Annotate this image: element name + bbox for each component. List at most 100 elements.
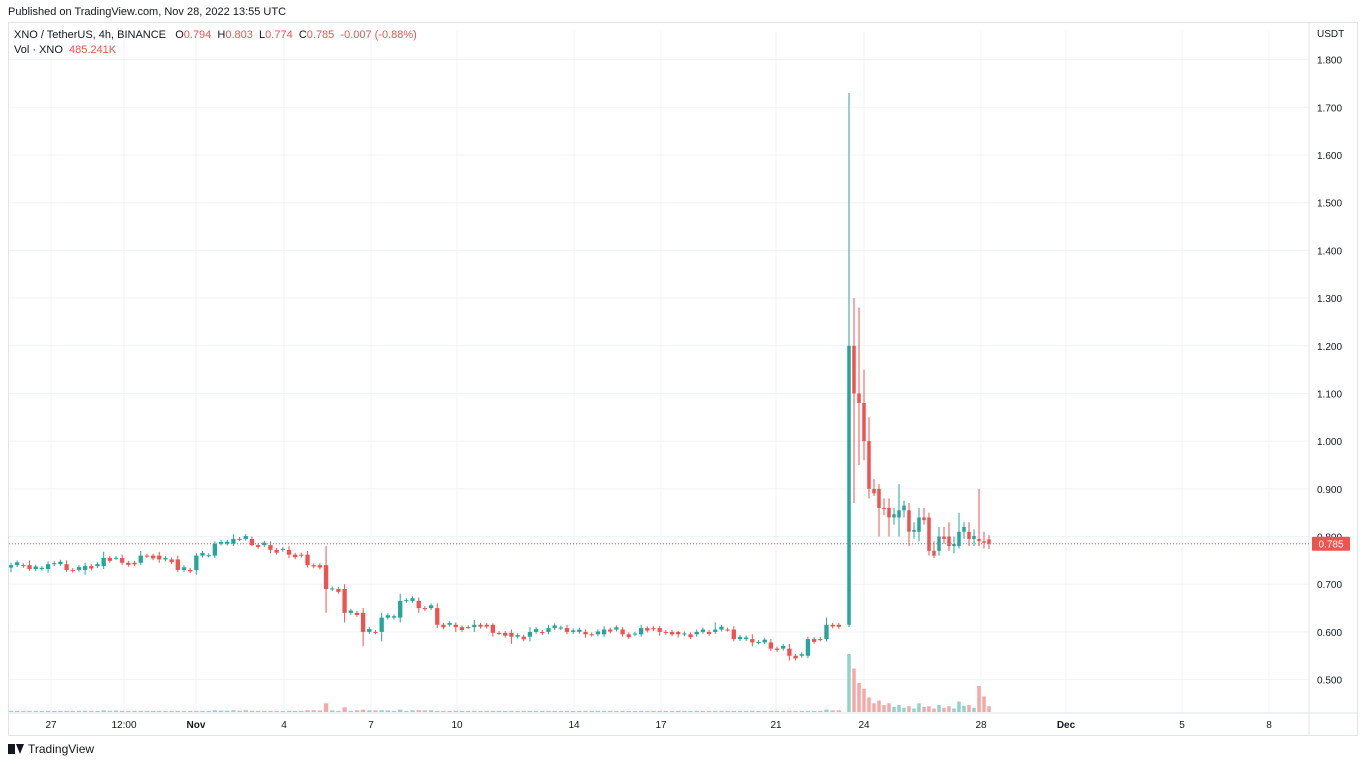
- volume-bar: [768, 710, 774, 712]
- candle-body: [453, 624, 458, 628]
- volume-bar: [286, 710, 292, 712]
- volume-bar: [58, 710, 63, 712]
- candle-body: [21, 565, 26, 567]
- candle-body: [533, 629, 539, 632]
- volume-bar: [33, 710, 38, 712]
- candle-body: [299, 554, 304, 556]
- volume-bar: [225, 710, 230, 712]
- volume-bar: [952, 708, 956, 712]
- last-price-tag: [1312, 536, 1350, 551]
- volume-bar: [360, 709, 366, 712]
- volume-bar: [947, 706, 951, 712]
- candle-body: [336, 589, 341, 592]
- volume-bar: [181, 711, 187, 712]
- candle-body: [571, 630, 576, 632]
- volume-bar: [577, 711, 582, 712]
- candlestick-chart[interactable]: 1.800 1.700 1.600 1.500 1.400 1.300 1.200 1.100…: [9, 23, 1357, 735]
- candle-body: [509, 632, 514, 637]
- volume-bar: [762, 710, 767, 712]
- y-tick-label: 1.400: [1317, 246, 1342, 257]
- candle-body: [818, 639, 823, 641]
- volume-bar: [558, 711, 563, 712]
- x-tick-label: 8: [1266, 720, 1272, 731]
- candle-body: [577, 629, 582, 632]
- candle-body: [82, 566, 88, 570]
- candle-body: [882, 507, 886, 510]
- candle-body: [676, 631, 681, 635]
- volume-bar: [793, 710, 798, 712]
- y-tick-label: 1.000: [1317, 437, 1342, 448]
- candle-body: [132, 562, 137, 565]
- volume-bar: [447, 711, 452, 712]
- volume-bar: [620, 710, 625, 712]
- symbol-label[interactable]: XNO / TetherUS, 4h, BINANCE: [14, 29, 167, 41]
- candle-body: [595, 631, 601, 635]
- candle-body: [187, 569, 193, 572]
- candle-body: [706, 631, 712, 634]
- volume-label[interactable]: Vol · XNO: [14, 44, 63, 56]
- y-tick-label: 1.500: [1317, 199, 1342, 210]
- volume-bar: [688, 711, 693, 712]
- volume-bar: [212, 710, 218, 712]
- volume-bar: [484, 710, 489, 712]
- volume-bar: [669, 711, 675, 712]
- x-tick-label: 27: [45, 720, 57, 731]
- volume-bar: [626, 711, 631, 712]
- candle-body: [762, 639, 767, 643]
- candle-body: [243, 536, 248, 539]
- volume-bar: [113, 710, 119, 712]
- y-tick-label: 0.500: [1317, 676, 1342, 687]
- volume-bar: [459, 711, 465, 712]
- candle-body: [89, 566, 94, 569]
- volume-bar: [700, 711, 706, 712]
- candle-body: [484, 624, 489, 627]
- volume-bar: [811, 711, 817, 712]
- volume-bar: [595, 710, 601, 712]
- candle-body: [373, 631, 378, 633]
- volume-bar: [354, 710, 360, 712]
- volume-bar: [614, 711, 619, 712]
- candle-body: [447, 623, 452, 625]
- candle-body: [311, 565, 316, 567]
- volume-bar: [82, 710, 88, 712]
- candle-body: [867, 441, 871, 489]
- x-tick-label: 14: [568, 720, 580, 731]
- candle-body: [857, 393, 861, 403]
- volume-bar: [330, 710, 335, 712]
- candle-body: [663, 631, 669, 633]
- volume-bar: [927, 706, 931, 712]
- candle-body: [52, 563, 57, 565]
- footer-brand[interactable]: TradingView: [8, 742, 94, 756]
- volume-bar: [64, 710, 69, 712]
- candle-body: [847, 345, 851, 625]
- open-label: O: [175, 29, 184, 41]
- volume-bar: [967, 705, 971, 712]
- candle-body: [583, 631, 588, 635]
- volume-bar: [847, 654, 851, 712]
- chart-frame[interactable]: 1.800 1.700 1.600 1.500 1.400 1.300 1.200 1.100…: [8, 22, 1358, 736]
- candle-body: [490, 624, 496, 633]
- volume-bar: [552, 710, 557, 712]
- volume-bar: [857, 683, 861, 712]
- candle-body: [76, 567, 82, 570]
- volume-bar: [774, 710, 780, 712]
- y-tick-label: 1.800: [1317, 56, 1342, 67]
- volume-bar: [138, 710, 143, 712]
- candle-body: [64, 564, 69, 570]
- candle-body: [932, 550, 936, 556]
- volume-bar: [897, 705, 901, 712]
- open-value: 0.794: [183, 29, 212, 41]
- volume-bar: [441, 710, 446, 712]
- volume-bar: [887, 703, 891, 712]
- candle-body: [515, 635, 520, 637]
- volume-bar: [255, 710, 261, 712]
- volume-bar: [521, 710, 526, 712]
- volume-bar: [805, 710, 811, 712]
- candle-body: [70, 569, 75, 571]
- volume-bar: [917, 703, 921, 712]
- candle-body: [862, 403, 866, 442]
- candle-body: [977, 538, 981, 542]
- low-label: L: [259, 29, 266, 41]
- y-tick-label: 0.900: [1317, 485, 1342, 496]
- candle-body: [632, 633, 638, 635]
